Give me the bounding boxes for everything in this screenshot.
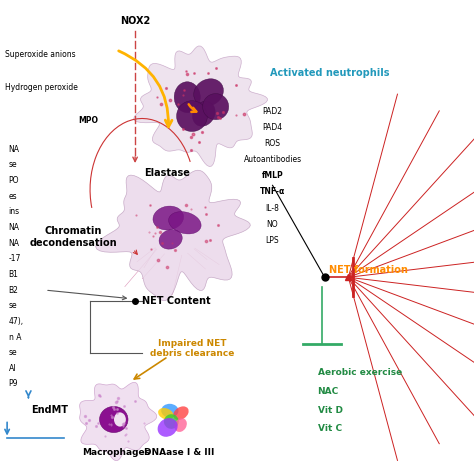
- Text: NA: NA: [9, 145, 19, 154]
- Text: NET formation: NET formation: [329, 265, 408, 275]
- Ellipse shape: [174, 82, 200, 112]
- Text: NAC: NAC: [318, 387, 339, 395]
- Ellipse shape: [174, 418, 187, 432]
- Ellipse shape: [114, 412, 126, 427]
- Text: AI: AI: [9, 364, 16, 373]
- Text: MPO: MPO: [78, 117, 98, 125]
- Ellipse shape: [169, 211, 201, 234]
- Polygon shape: [80, 383, 157, 461]
- Ellipse shape: [153, 206, 183, 230]
- Ellipse shape: [164, 414, 179, 429]
- Text: Impaired NET
debris clearance: Impaired NET debris clearance: [150, 339, 234, 358]
- Text: se: se: [9, 301, 17, 310]
- Text: Vit C: Vit C: [318, 425, 342, 433]
- Text: TNF-α: TNF-α: [260, 188, 285, 196]
- Text: ins: ins: [9, 208, 19, 216]
- Ellipse shape: [176, 101, 207, 131]
- Text: IL-8: IL-8: [265, 204, 280, 212]
- Text: NOX2: NOX2: [120, 16, 150, 27]
- Text: Macrophages: Macrophages: [82, 448, 150, 457]
- Text: B2: B2: [9, 286, 18, 294]
- Text: PO: PO: [9, 176, 19, 185]
- Text: Activated neutrophils: Activated neutrophils: [270, 68, 389, 79]
- Ellipse shape: [159, 229, 182, 249]
- Text: NA: NA: [9, 239, 19, 247]
- Polygon shape: [96, 170, 250, 301]
- Text: Elastase: Elastase: [145, 168, 191, 178]
- Text: DNAase I & III: DNAase I & III: [144, 448, 214, 457]
- Text: 47),: 47),: [9, 317, 24, 326]
- Ellipse shape: [173, 406, 189, 420]
- Ellipse shape: [194, 79, 223, 106]
- Text: ROS: ROS: [264, 139, 281, 148]
- Ellipse shape: [203, 94, 228, 119]
- Ellipse shape: [161, 404, 179, 418]
- Text: NO: NO: [267, 220, 278, 228]
- Text: PAD4: PAD4: [263, 123, 283, 132]
- Text: PAD2: PAD2: [263, 107, 283, 116]
- Text: Autoantibodies: Autoantibodies: [244, 155, 301, 164]
- Ellipse shape: [158, 408, 173, 419]
- Text: B1: B1: [9, 270, 18, 279]
- Text: Vit D: Vit D: [318, 406, 343, 414]
- Text: Chromatin
decondensation: Chromatin decondensation: [30, 226, 117, 248]
- Text: se: se: [9, 161, 17, 169]
- Text: es: es: [9, 192, 17, 201]
- Text: NA: NA: [9, 223, 19, 232]
- Text: Hydrogen peroxide: Hydrogen peroxide: [5, 83, 78, 92]
- Text: fMLP: fMLP: [262, 172, 283, 180]
- Text: Superoxide anions: Superoxide anions: [5, 50, 75, 59]
- Ellipse shape: [158, 418, 178, 437]
- Ellipse shape: [100, 407, 128, 432]
- Text: P9: P9: [9, 380, 18, 388]
- Text: n A: n A: [9, 333, 21, 341]
- Text: -17: -17: [9, 255, 21, 263]
- Text: NET Content: NET Content: [142, 296, 211, 306]
- Text: Aerobic exercise: Aerobic exercise: [318, 368, 402, 376]
- Ellipse shape: [192, 101, 215, 126]
- Text: se: se: [9, 348, 17, 357]
- Text: EndMT: EndMT: [31, 405, 68, 415]
- Polygon shape: [134, 46, 267, 166]
- Text: LPS: LPS: [266, 236, 279, 245]
